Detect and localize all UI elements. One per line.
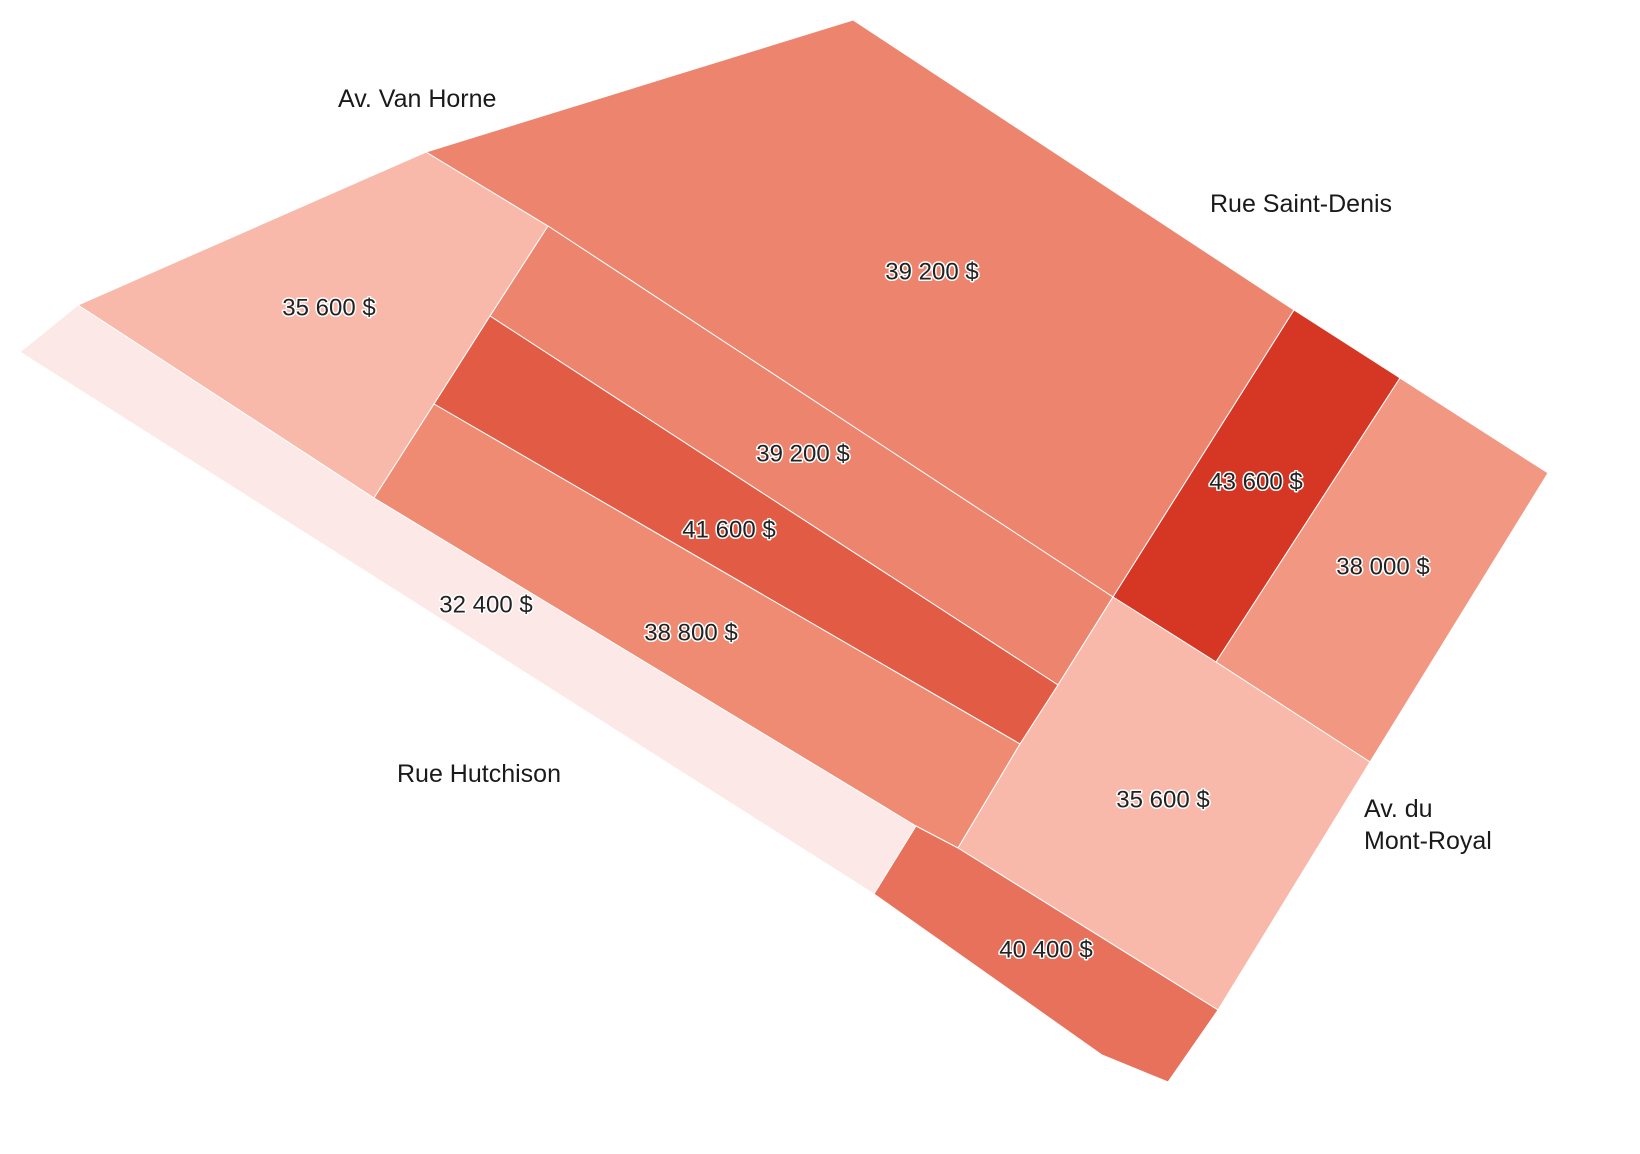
zone-value-label: 32 400 $ bbox=[439, 591, 532, 618]
street-label-mont-royal-line1: Av. du bbox=[1364, 795, 1433, 823]
zone-value-label: 38 000 $ bbox=[1336, 553, 1429, 580]
street-label-mont-royal-line2: Mont-Royal bbox=[1364, 827, 1492, 855]
zone-south-block[interactable] bbox=[873, 825, 1219, 1083]
zone-value-label: 38 800 $ bbox=[644, 619, 737, 646]
street-label-saint-denis: Rue Saint-Denis bbox=[1210, 190, 1392, 218]
street-label-hutchison: Rue Hutchison bbox=[397, 760, 561, 788]
street-label-van-horne: Av. Van Horne bbox=[338, 85, 496, 113]
zone-value-label: 39 200 $ bbox=[756, 440, 849, 467]
zone-value-label: 39 200 $ bbox=[885, 258, 978, 285]
zone-value-label: 40 400 $ bbox=[999, 936, 1092, 963]
zone-value-label: 35 600 $ bbox=[1116, 786, 1209, 813]
zone-value-label: 35 600 $ bbox=[282, 294, 375, 321]
zone-value-label: 41 600 $ bbox=[682, 516, 775, 543]
zone-value-label: 43 600 $ bbox=[1209, 468, 1302, 495]
